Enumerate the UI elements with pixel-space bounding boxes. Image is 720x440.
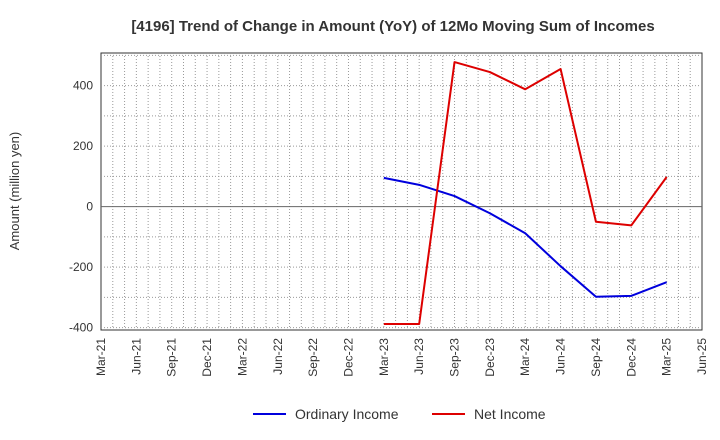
x-tick-label: Jun-22 [271, 338, 285, 375]
y-tick-label: -400 [69, 321, 93, 335]
x-tick-label: Sep-21 [165, 338, 179, 377]
x-tick-label: Jun-21 [129, 338, 143, 375]
x-tick-label: Jun-23 [412, 338, 426, 375]
x-tick-label: Jun-24 [554, 338, 568, 375]
x-tick-label: Dec-24 [624, 338, 638, 377]
y-tick-label: 0 [86, 200, 93, 214]
x-tick-label: Mar-23 [377, 338, 391, 376]
x-tick-label: Mar-24 [518, 338, 532, 376]
series-layer [383, 61, 668, 325]
x-tick-label: Mar-21 [94, 338, 108, 376]
axis-layer: -400 -200 0 200 400 Mar-21 Jun-21 Sep-21 Dec-21 M… [69, 79, 709, 377]
x-tick-label: Mar-25 [660, 338, 674, 376]
legend: Ordinary Income Net Income [253, 406, 546, 422]
legend-label-net-income: Net Income [474, 406, 546, 422]
y-tick-label: 200 [73, 139, 93, 153]
x-tick-label: Sep-22 [306, 338, 320, 377]
chart-title: [4196] Trend of Change in Amount (YoY) o… [131, 18, 654, 35]
legend-label-ordinary-income: Ordinary Income [295, 406, 399, 422]
x-tick-label: Dec-21 [200, 338, 214, 377]
x-tick-label: Sep-24 [589, 338, 603, 377]
x-tick-label: Dec-23 [483, 338, 497, 377]
x-tick-label: Jun-25 [695, 338, 709, 375]
series-line-net-income [383, 61, 668, 325]
series-line-ordinary-income [383, 176, 668, 298]
x-tick-label: Sep-23 [448, 338, 462, 377]
plot-frame [100, 52, 703, 331]
x-tick-label: Mar-22 [235, 338, 249, 376]
y-tick-label: -200 [69, 260, 93, 274]
x-tick-label: Dec-22 [341, 338, 355, 377]
y-tick-label: 400 [73, 79, 93, 93]
grid-layer [100, 52, 703, 331]
y-axis-label: Amount (million yen) [7, 132, 22, 251]
